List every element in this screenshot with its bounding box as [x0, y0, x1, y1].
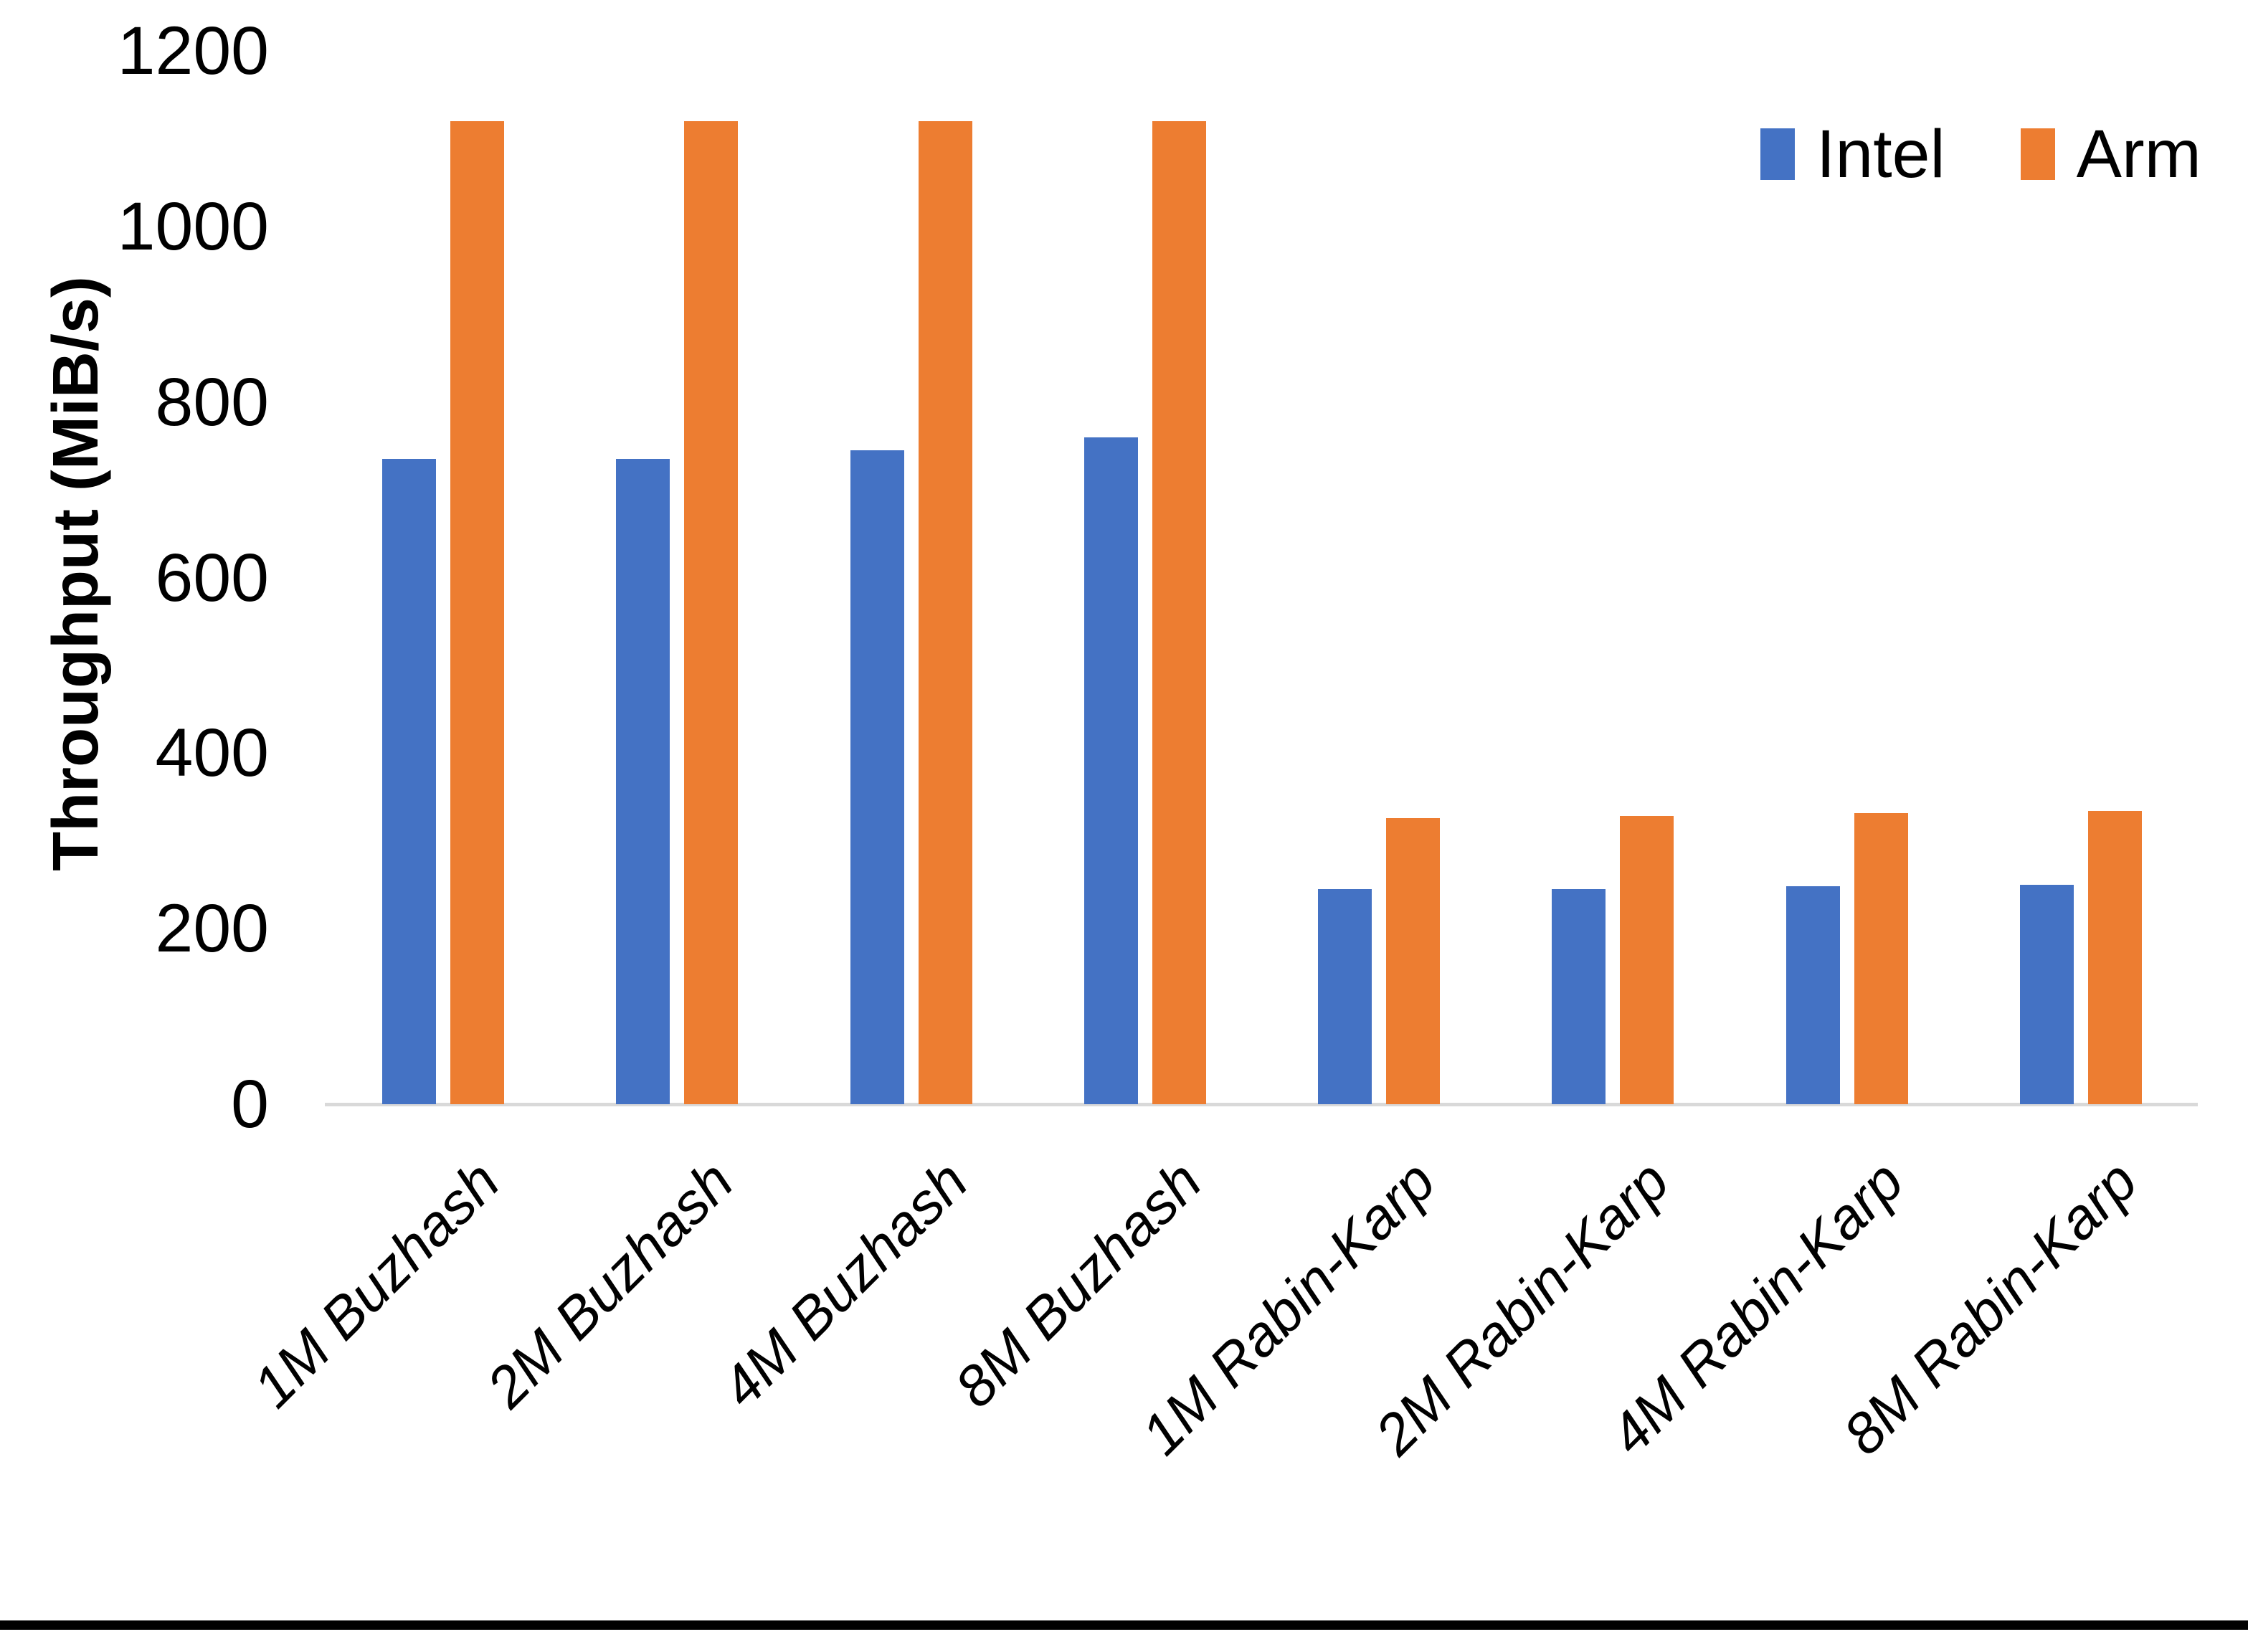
bar-intel-4m-rabin-karp: [1785, 886, 1840, 1104]
y-tick-label-0: 0: [231, 1066, 269, 1142]
legend-label-intel: Intel: [1816, 116, 1945, 192]
x-label-4m-rabin-karp: 4M Rabin-Karp: [1597, 1149, 1915, 1467]
bar-intel-2m-buzhash: [616, 459, 670, 1104]
bar-intel-2m-rabin-karp: [1552, 889, 1606, 1104]
bar-arm-4m-rabin-karp: [1854, 812, 1908, 1104]
legend-item-arm: Arm: [2020, 115, 2201, 194]
x-axis-line: [325, 1103, 2198, 1106]
bar-intel-8m-rabin-karp: [2019, 884, 2074, 1104]
bar-intel-1m-buzhash: [382, 459, 437, 1104]
bar-intel-4m-buzhash: [850, 450, 904, 1104]
x-label-2m-rabin-karp: 2M Rabin-Karp: [1363, 1149, 1682, 1467]
x-label-1m-buzhash: 1M Buzhash: [240, 1149, 512, 1420]
x-label-1m-rabin-karp: 1M Rabin-Karp: [1129, 1149, 1448, 1467]
y-tick-label-200: 200: [155, 891, 269, 967]
bar-arm-1m-buzhash: [450, 120, 505, 1104]
x-label-8m-rabin-karp: 8M Rabin-Karp: [1831, 1149, 2149, 1467]
bar-arm-8m-rabin-karp: [2087, 811, 2142, 1104]
y-tick-label-1200: 1200: [117, 13, 269, 89]
bar-arm-1m-rabin-karp: [1386, 817, 1441, 1104]
y-tick-label-400: 400: [155, 715, 269, 792]
legend-label-arm: Arm: [2076, 116, 2201, 192]
legend-swatch-arm: [2020, 128, 2055, 180]
bar-intel-1m-rabin-karp: [1318, 889, 1372, 1104]
x-label-2m-buzhash: 2M Buzhash: [475, 1149, 746, 1420]
legend: Intel Arm: [1760, 115, 2201, 194]
bar-intel-8m-buzhash: [1083, 437, 1138, 1104]
bar-arm-8m-buzhash: [1152, 120, 1206, 1104]
bar-arm-2m-buzhash: [684, 120, 739, 1104]
bottom-border-bar: [0, 1620, 2248, 1630]
bar-arm-4m-buzhash: [918, 120, 972, 1104]
x-label-4m-buzhash: 4M Buzhash: [708, 1149, 980, 1420]
y-tick-label-800: 800: [155, 364, 269, 440]
bar-arm-2m-rabin-karp: [1620, 816, 1674, 1104]
x-label-8m-buzhash: 8M Buzhash: [942, 1149, 1213, 1420]
legend-swatch-intel: [1760, 128, 1795, 180]
y-tick-label-600: 600: [155, 539, 269, 616]
legend-item-intel: Intel: [1760, 115, 1945, 194]
y-tick-label-1000: 1000: [117, 188, 269, 265]
